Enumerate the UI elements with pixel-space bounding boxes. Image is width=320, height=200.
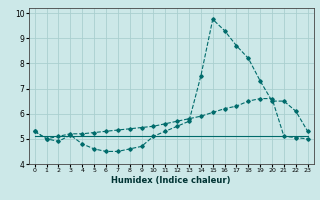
X-axis label: Humidex (Indice chaleur): Humidex (Indice chaleur)	[111, 176, 231, 185]
